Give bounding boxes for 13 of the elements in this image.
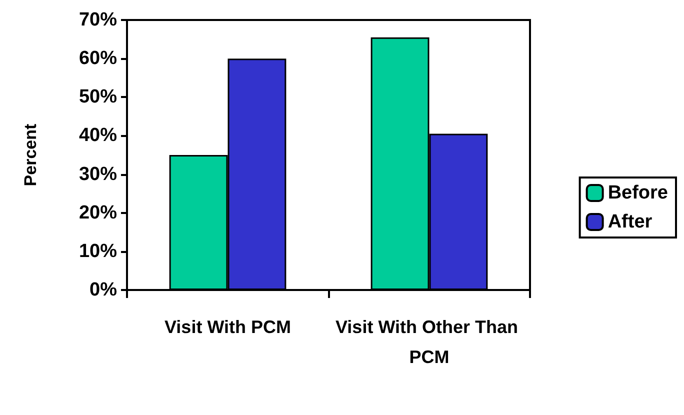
y-tick-label: 70%: [78, 10, 118, 30]
y-tick-label: 0%: [90, 280, 118, 300]
y-tick-label: 20%: [78, 202, 118, 224]
y-tick-label: 50%: [78, 86, 118, 108]
y-tick-label: 10%: [78, 240, 118, 262]
y-axis-title: Percent: [21, 123, 40, 186]
legend-label: Before: [608, 182, 668, 204]
x-tick-label: Visit With PCM: [164, 317, 292, 337]
y-tick-label: 40%: [78, 125, 118, 146]
legend-label: After: [608, 212, 653, 232]
y-tick-label: 60%: [78, 48, 118, 70]
y-tick-label: 30%: [78, 164, 118, 185]
x-tick-label: Visit With Other Than PCM: [335, 317, 524, 367]
